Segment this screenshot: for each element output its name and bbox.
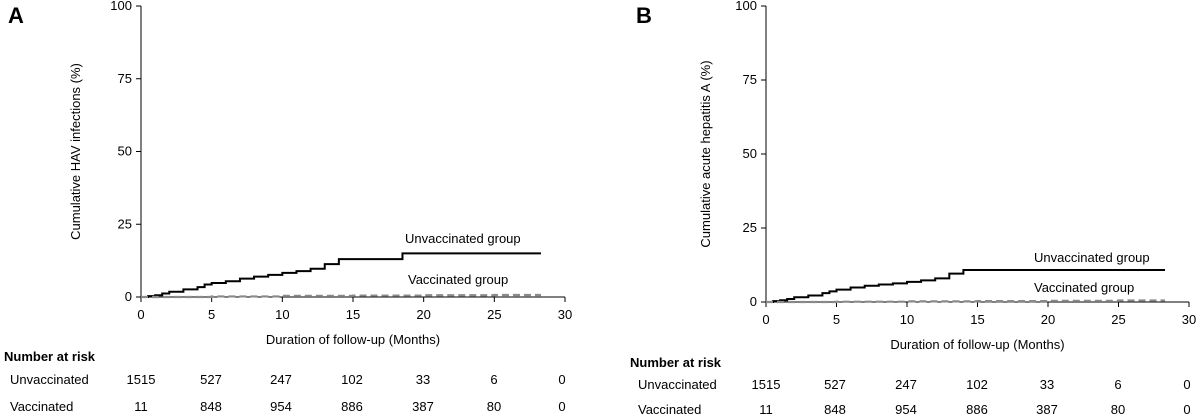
x-tick-label: 0 <box>762 312 769 327</box>
risk-value: 954 <box>895 402 917 417</box>
y-tick-label: 25 <box>743 220 757 235</box>
risk-value: 1515 <box>127 372 156 387</box>
y-tick-label: 25 <box>118 216 132 231</box>
x-tick-label: 10 <box>900 312 914 327</box>
risk-value: 102 <box>966 377 988 392</box>
y-tick-label: 0 <box>750 294 757 309</box>
x-tick-label: 15 <box>970 312 984 327</box>
series-label-vaccinated: Vaccinated group <box>408 272 508 287</box>
risk-value: 247 <box>270 372 292 387</box>
chart-panel-b: B 0 25 50 75 100 0 5 10 15 20 25 30 Duration of follo… <box>630 0 1196 417</box>
series-label-unvaccinated: Unvaccinated group <box>405 231 521 246</box>
y-tick-label: 75 <box>118 71 132 86</box>
x-axis-title: Duration of follow-up (Months) <box>266 332 440 347</box>
risk-value: 6 <box>490 372 497 387</box>
series-label-unvaccinated: Unvaccinated group <box>1034 250 1150 265</box>
risk-value: 6 <box>1114 377 1121 392</box>
risk-value: 33 <box>1040 377 1054 392</box>
risk-value: 527 <box>200 372 222 387</box>
risk-value: 954 <box>270 399 292 414</box>
risk-value: 1515 <box>752 377 781 392</box>
risk-value: 33 <box>416 372 430 387</box>
x-tick-label: 10 <box>275 307 289 322</box>
risk-value: 11 <box>759 402 773 417</box>
risk-value: 102 <box>341 372 363 387</box>
risk-value: 886 <box>341 399 363 414</box>
risk-value: 0 <box>558 372 565 387</box>
risk-row-label: Unvaccinated <box>10 372 89 387</box>
y-tick-label: 50 <box>118 144 132 159</box>
risk-row-label: Unvaccinated <box>638 377 717 392</box>
x-tick-label: 30 <box>1182 312 1196 327</box>
risk-value: 0 <box>558 399 565 414</box>
y-tick-label: 100 <box>110 0 132 13</box>
series-line-unvaccinated <box>766 269 1166 303</box>
risk-table-header: Number at risk <box>4 349 96 364</box>
y-axis-title: Cumulative acute hepatitis A (%) <box>698 60 713 247</box>
risk-value: 0 <box>1183 402 1190 417</box>
risk-row-label: Vaccinated <box>10 399 73 414</box>
risk-value: 80 <box>487 399 501 414</box>
series-line-vaccinated <box>766 299 1166 304</box>
risk-row-label: Vaccinated <box>638 402 701 417</box>
risk-value: 0 <box>1183 377 1190 392</box>
x-tick-label: 30 <box>558 307 572 322</box>
series-line-vaccinated <box>141 293 541 299</box>
x-axis-title: Duration of follow-up (Months) <box>890 337 1064 352</box>
x-tick-label: 20 <box>416 307 430 322</box>
risk-value: 247 <box>895 377 917 392</box>
chart-panel-a: A 0 25 50 75 100 0 5 10 15 20 25 30 Duration of follo… <box>4 0 572 414</box>
risk-value: 848 <box>200 399 222 414</box>
x-tick-label: 0 <box>137 307 144 322</box>
risk-table-header: Number at risk <box>630 355 722 370</box>
y-tick-label: 0 <box>125 289 132 304</box>
risk-value: 80 <box>1111 402 1125 417</box>
y-axis-title: Cumulative HAV infections (%) <box>68 63 83 240</box>
panel-letter: A <box>8 3 24 28</box>
risk-value: 387 <box>1036 402 1058 417</box>
series-label-vaccinated: Vaccinated group <box>1034 280 1134 295</box>
risk-value: 11 <box>134 399 148 414</box>
risk-value: 886 <box>966 402 988 417</box>
y-tick-label: 100 <box>735 0 757 13</box>
panel-letter: B <box>636 3 652 28</box>
risk-value: 527 <box>824 377 846 392</box>
x-tick-label: 20 <box>1041 312 1055 327</box>
risk-value: 387 <box>412 399 434 414</box>
x-tick-label: 25 <box>487 307 501 322</box>
x-tick-label: 5 <box>208 307 215 322</box>
y-tick-label: 75 <box>743 72 757 87</box>
risk-value: 848 <box>824 402 846 417</box>
series-line-unvaccinated <box>141 252 541 298</box>
x-tick-label: 25 <box>1111 312 1125 327</box>
x-tick-label: 15 <box>346 307 360 322</box>
y-tick-label: 50 <box>743 146 757 161</box>
x-tick-label: 5 <box>833 312 840 327</box>
